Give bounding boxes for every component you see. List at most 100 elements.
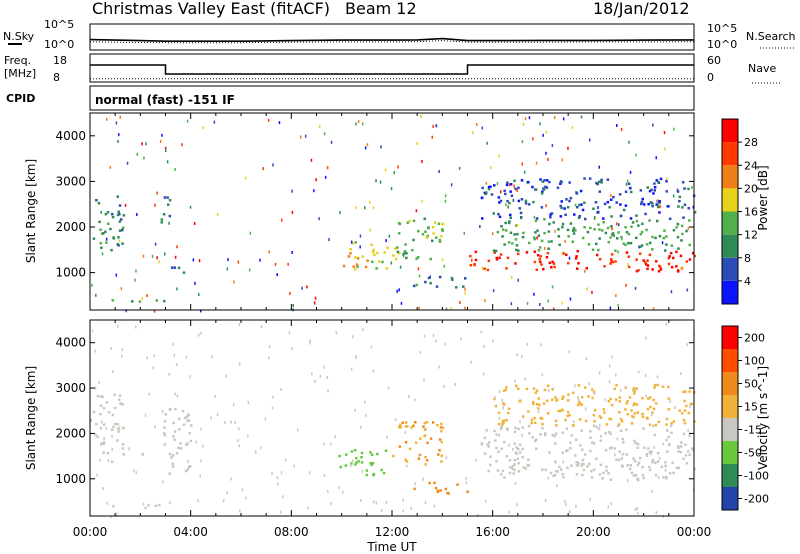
data-cell bbox=[485, 429, 488, 432]
data-cell bbox=[614, 260, 617, 263]
data-cell bbox=[558, 465, 561, 469]
data-cell bbox=[645, 454, 649, 457]
data-cell bbox=[535, 402, 539, 406]
data-cell bbox=[675, 250, 678, 254]
data-cell bbox=[665, 235, 668, 238]
data-cell bbox=[173, 266, 177, 269]
data-cell bbox=[656, 383, 659, 387]
data-cell bbox=[681, 181, 685, 184]
data-cell bbox=[569, 196, 573, 200]
scatter-cell bbox=[200, 459, 202, 463]
data-cell bbox=[682, 390, 685, 394]
y-tick-label: 4000 bbox=[55, 129, 86, 143]
data-cell bbox=[405, 252, 408, 255]
data-cell bbox=[576, 250, 579, 253]
scatter-cell bbox=[225, 374, 227, 378]
data-cell bbox=[425, 421, 429, 424]
scatter-cell bbox=[614, 453, 616, 457]
data-cell bbox=[440, 429, 443, 433]
data-cell bbox=[688, 453, 691, 457]
scatter-cell bbox=[584, 407, 587, 411]
scatter-cell bbox=[365, 413, 367, 417]
data-cell bbox=[570, 464, 573, 467]
data-cell bbox=[570, 434, 573, 437]
data-cell bbox=[628, 467, 632, 471]
data-cell bbox=[540, 192, 544, 195]
data-cell bbox=[589, 430, 592, 433]
data-cell bbox=[424, 428, 427, 431]
data-cell bbox=[360, 451, 364, 455]
data-cell bbox=[648, 423, 652, 426]
data-cell bbox=[560, 206, 563, 210]
data-cell bbox=[626, 400, 629, 403]
data-cell bbox=[185, 443, 188, 446]
scatter-cell bbox=[100, 210, 102, 214]
scatter-cell bbox=[536, 236, 538, 240]
scatter-cell bbox=[121, 348, 124, 352]
data-cell bbox=[654, 461, 657, 465]
data-cell bbox=[163, 426, 166, 429]
data-cell bbox=[469, 254, 472, 258]
data-cell bbox=[600, 181, 603, 184]
data-cell bbox=[652, 398, 655, 402]
data-cell bbox=[624, 243, 627, 247]
scatter-cell bbox=[291, 210, 294, 214]
scatter-cell bbox=[226, 267, 229, 271]
data-cell bbox=[561, 431, 564, 434]
scatter-cell bbox=[141, 142, 143, 146]
velocity-x-ticks bbox=[89, 320, 695, 516]
scatter-cell bbox=[141, 452, 144, 456]
power-colorbar-swatch bbox=[722, 211, 738, 235]
data-cell bbox=[531, 436, 534, 439]
scatter-cell bbox=[375, 501, 378, 505]
scatter-cell bbox=[557, 469, 559, 473]
scatter-cell bbox=[330, 501, 332, 505]
scatter-cell bbox=[117, 324, 119, 328]
scatter-cell bbox=[169, 501, 171, 505]
scatter-cell bbox=[380, 509, 383, 512]
data-cell bbox=[685, 229, 688, 233]
scatter-cell bbox=[542, 133, 544, 137]
data-cell bbox=[386, 246, 389, 250]
data-cell bbox=[494, 439, 497, 442]
data-cell bbox=[632, 415, 635, 419]
data-cell bbox=[636, 411, 640, 414]
scatter-cell bbox=[359, 245, 361, 249]
data-cell bbox=[396, 250, 400, 254]
data-cell bbox=[417, 457, 421, 460]
data-cell bbox=[620, 235, 623, 239]
scatter-cell bbox=[268, 250, 270, 254]
data-cell bbox=[355, 461, 358, 464]
data-cell bbox=[541, 180, 545, 183]
data-cell bbox=[517, 252, 520, 256]
data-cell bbox=[685, 404, 688, 408]
data-cell bbox=[450, 276, 454, 280]
data-cell bbox=[648, 468, 652, 472]
data-cell bbox=[586, 230, 590, 234]
scatter-cell bbox=[390, 261, 393, 265]
data-cell bbox=[101, 395, 104, 399]
scatter-cell bbox=[404, 431, 406, 434]
data-cell bbox=[102, 232, 105, 235]
scatter-cell bbox=[326, 376, 329, 379]
data-cell bbox=[574, 257, 578, 260]
scatter-cell bbox=[154, 203, 156, 207]
data-cell bbox=[566, 206, 570, 209]
scatter-cell bbox=[158, 260, 161, 264]
data-cell bbox=[676, 269, 680, 272]
data-cell bbox=[657, 180, 660, 184]
scatter-cell bbox=[318, 217, 320, 221]
data-cell bbox=[92, 410, 96, 414]
data-cell bbox=[577, 262, 580, 265]
scatter-cell bbox=[306, 285, 308, 289]
data-cell bbox=[554, 473, 557, 477]
scatter-cell bbox=[262, 167, 264, 171]
data-cell bbox=[398, 426, 401, 429]
scatter-cell bbox=[577, 395, 579, 399]
data-cell bbox=[350, 450, 354, 453]
scatter-cell bbox=[522, 122, 525, 126]
data-cell bbox=[651, 268, 654, 271]
scatter-cell bbox=[632, 388, 634, 392]
data-cell bbox=[683, 187, 686, 190]
data-cell bbox=[653, 433, 656, 437]
